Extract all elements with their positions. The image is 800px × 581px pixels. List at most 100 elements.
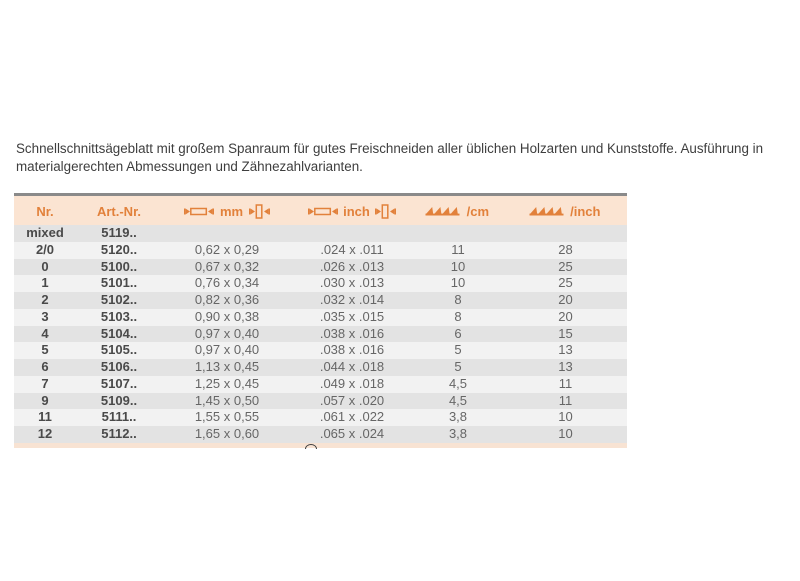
- table-row: 2 5102.. 0,82 x 0,36 .032 x .014 8 20: [14, 292, 627, 309]
- cell-inch: .044 x .018: [319, 359, 385, 374]
- cell-mm: 1,25 x 0,45: [194, 375, 260, 391]
- cell-mm: 0,76 x 0,34: [194, 275, 260, 291]
- cell-art-nr: 5112..: [101, 426, 137, 441]
- spec-table-body: mixed 5119.. 2/0 5120.. 0,62 x 0,29 .024…: [14, 225, 627, 443]
- cell-mm: 0,62 x 0,29: [194, 241, 260, 257]
- table-row: 7 5107.. 1,25 x 0,45 .049 x .018 4,5 11: [14, 375, 627, 393]
- table-row: 3 5103.. 0,90 x 0,38 .035 x .015 8 20: [14, 308, 627, 326]
- cell-nr: mixed: [26, 225, 64, 240]
- col-header-per-cm-label: /cm: [466, 203, 490, 219]
- cell-inch: .061 x .022: [319, 409, 385, 425]
- cell-teeth-cm: 3,8: [448, 426, 468, 441]
- cell-teeth-inch: 10: [558, 409, 573, 425]
- cell-mm: 1,45 x 0,50: [194, 392, 260, 408]
- cell-teeth-cm: 10: [450, 275, 466, 291]
- cell-teeth-cm: 4,5: [448, 375, 468, 391]
- cell-teeth-cm: 6: [454, 325, 462, 341]
- cell-teeth-inch: 11: [558, 392, 573, 408]
- cell-nr: 2/0: [35, 241, 55, 257]
- cell-inch: .032 x .014: [319, 292, 385, 307]
- table-row: 12 5112.. 1,65 x 0,60 .065 x .024 3,8 10: [14, 426, 627, 443]
- cell-inch: [292, 225, 412, 242]
- saw-teeth-icon: [425, 206, 461, 216]
- blade-width-icon: [184, 206, 215, 217]
- col-header-teeth-per-inch: /inch: [504, 196, 627, 225]
- cell-inch: .026 x .013: [319, 258, 385, 274]
- col-header-teeth-per-cm: /cm: [412, 196, 504, 225]
- cell-art-nr: 5102..: [100, 292, 138, 307]
- cell-inch: .065 x .024: [319, 426, 385, 441]
- table-row: 9 5109.. 1,45 x 0,50 .057 x .020 4,5 11: [14, 392, 627, 410]
- cell-art-nr: 5105..: [100, 342, 138, 358]
- cell-nr: 1: [41, 275, 49, 291]
- cell-mm: 0,97 x 0,40: [194, 325, 260, 341]
- cell-teeth-inch: 20: [558, 292, 573, 307]
- cell-teeth-cm: 8: [454, 292, 462, 307]
- cell-art-nr: 5106..: [100, 359, 138, 374]
- blade-thickness-icon: [375, 203, 397, 219]
- spec-table: Nr. Art.-Nr.: [14, 193, 627, 448]
- cell-inch: .024 x .011: [320, 241, 384, 257]
- cell-teeth-inch: 25: [558, 258, 573, 274]
- cell-nr: 11: [38, 409, 52, 425]
- table-row: 6 5106.. 1,13 x 0,45 .044 x .018 5 13: [14, 359, 627, 376]
- table-header-row: Nr. Art.-Nr.: [14, 196, 627, 225]
- cell-teeth-inch: 13: [558, 359, 573, 374]
- cell-teeth-cm: 11: [451, 241, 465, 257]
- cell-teeth-cm: 10: [450, 258, 466, 274]
- spec-table-grid: Nr. Art.-Nr.: [14, 196, 627, 443]
- table-row: 11 5111.. 1,55 x 0,55 .061 x .022 3,8 10: [14, 409, 627, 426]
- cell-mm: 0,97 x 0,40: [194, 342, 260, 358]
- col-header-inch: inch: [292, 196, 412, 225]
- cell-inch: .038 x .016: [319, 342, 385, 358]
- col-header-nr: Nr.: [14, 196, 76, 225]
- cell-art-nr: 5109..: [100, 392, 138, 408]
- cell-inch: .035 x .015: [319, 308, 385, 324]
- table-row: 2/0 5120.. 0,62 x 0,29 .024 x .011 11 28: [14, 241, 627, 259]
- cell-nr: 0: [41, 258, 49, 274]
- cell-nr: 12: [37, 426, 53, 441]
- cell-teeth-cm: 4,5: [448, 392, 468, 408]
- cell-teeth-inch: 11: [558, 375, 573, 391]
- cell-teeth-inch: 20: [558, 308, 573, 324]
- cell-nr: 2: [41, 292, 49, 307]
- cell-nr: 5: [41, 342, 49, 358]
- cell-mm: 0,82 x 0,36: [194, 292, 260, 307]
- table-row: 5 5105.. 0,97 x 0,40 .038 x .016 5 13: [14, 342, 627, 359]
- cell-nr: 6: [41, 359, 49, 374]
- cell-mm: 1,65 x 0,60: [194, 426, 260, 441]
- cell-mm: [162, 225, 292, 242]
- cell-teeth-cm: 3,8: [448, 409, 468, 425]
- cell-art-nr: 5120..: [100, 241, 138, 257]
- cell-inch: .030 x .013: [319, 275, 385, 291]
- cell-teeth-inch: [504, 225, 627, 242]
- clipped-glyph: [305, 444, 317, 449]
- cell-inch: .038 x .016: [319, 325, 385, 341]
- table-row: 0 5100.. 0,67 x 0,32 .026 x .013 10 25: [14, 258, 627, 276]
- col-header-per-inch-label: /inch: [570, 203, 601, 219]
- col-header-art-nr-label: Art.-Nr.: [96, 203, 142, 219]
- table-row: 1 5101.. 0,76 x 0,34 .030 x .013 10 25: [14, 275, 627, 292]
- blade-width-icon: [307, 206, 338, 217]
- cell-inch: .057 x .020: [319, 392, 385, 408]
- col-header-nr-label: Nr.: [36, 203, 54, 219]
- cell-art-nr: 5101..: [100, 275, 138, 291]
- cell-art-nr: 5119..: [101, 225, 137, 240]
- cell-art-nr: 5100..: [100, 258, 138, 274]
- cell-mm: 1,13 x 0,45: [194, 359, 260, 374]
- cell-nr: 7: [41, 375, 49, 391]
- col-header-art-nr: Art.-Nr.: [76, 196, 162, 225]
- cell-teeth-inch: 28: [558, 241, 573, 257]
- cell-nr: 3: [41, 308, 49, 324]
- cell-nr: 4: [41, 325, 49, 341]
- cell-nr: 9: [41, 392, 49, 408]
- col-header-mm: mm: [162, 196, 292, 225]
- table-row: 4 5104.. 0,97 x 0,40 .038 x .016 6 15: [14, 325, 627, 343]
- product-description: Schnellschnittsägeblatt mit großem Spanr…: [16, 141, 764, 174]
- col-header-mm-label: mm: [219, 203, 244, 219]
- cell-teeth-inch: 25: [558, 275, 573, 291]
- cell-art-nr: 5111..: [101, 409, 137, 425]
- table-row: mixed 5119..: [14, 225, 627, 242]
- cell-mm: 0,90 x 0,38: [194, 308, 260, 324]
- saw-teeth-icon: [529, 206, 565, 216]
